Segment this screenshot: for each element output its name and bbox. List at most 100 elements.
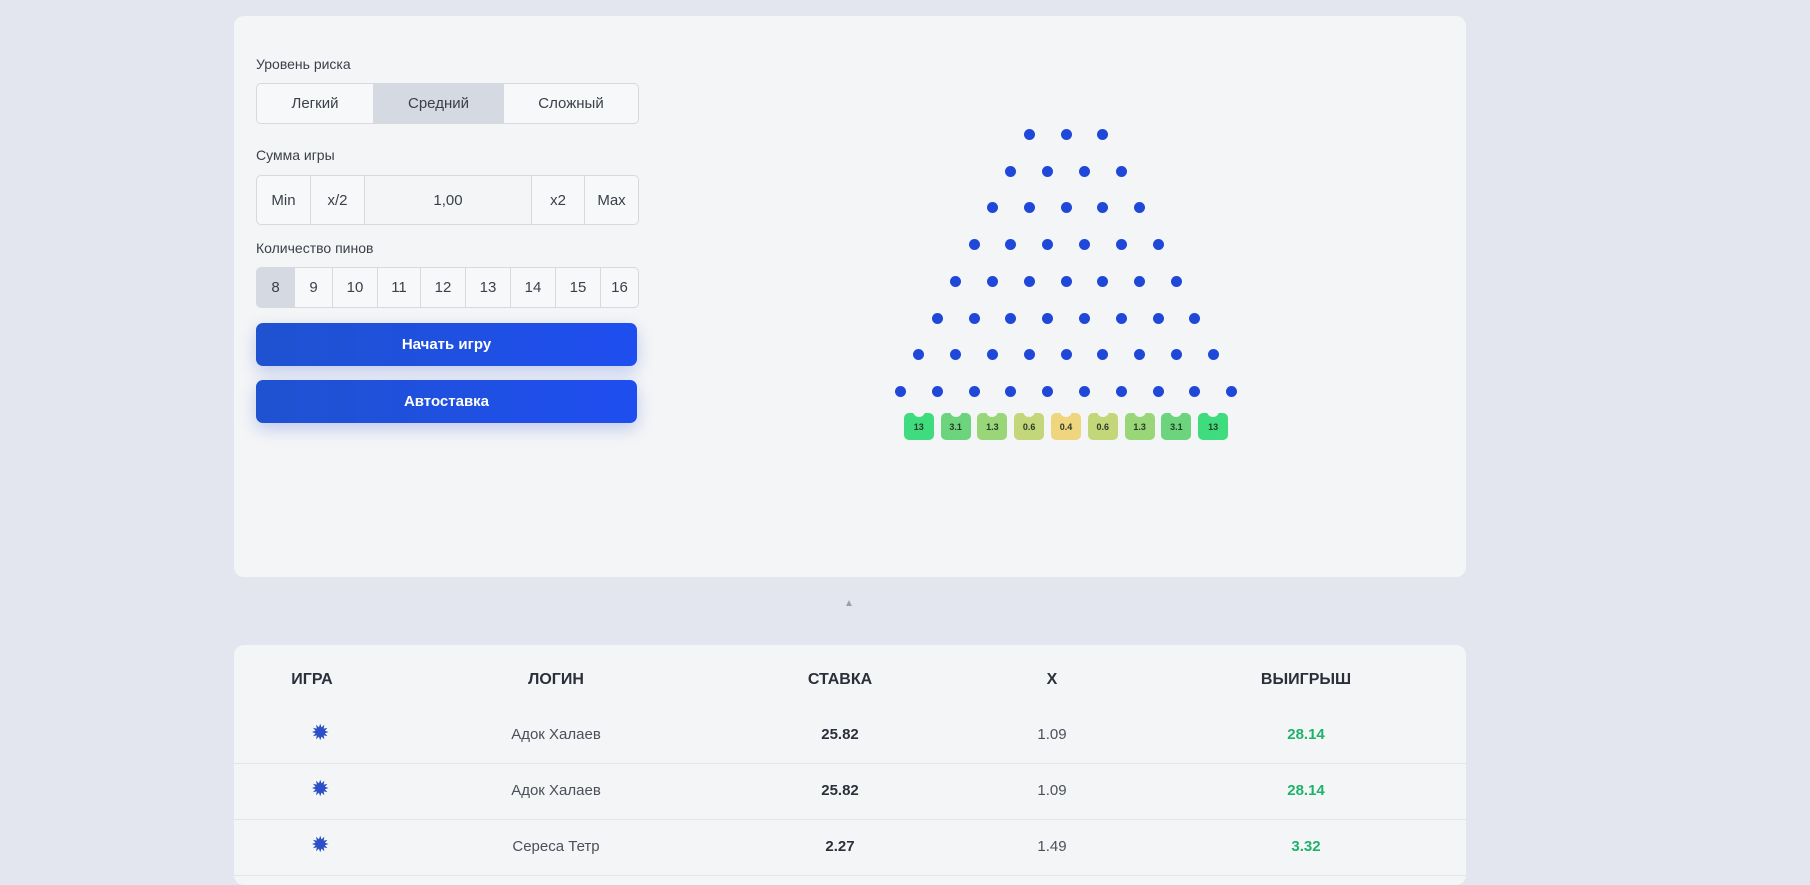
plinko-gear-icon: ✹ xyxy=(311,832,330,857)
pins-option-13[interactable]: 13 xyxy=(466,268,511,307)
pin xyxy=(1042,312,1054,324)
pins-option-15[interactable]: 15 xyxy=(556,268,601,307)
row-login: Адок Халаев xyxy=(511,782,601,799)
multiplier-slot: 0.4 xyxy=(1051,409,1081,440)
pin xyxy=(913,349,925,361)
pin xyxy=(968,312,980,324)
pins-option-10[interactable]: 10 xyxy=(333,268,378,307)
pin xyxy=(1097,349,1109,361)
header-game: ИГРА xyxy=(291,671,333,688)
row-bet: 2.27 xyxy=(825,838,855,855)
pins-option-14[interactable]: 14 xyxy=(511,268,556,307)
pin xyxy=(1170,349,1182,361)
amount-max-button[interactable]: Max xyxy=(597,191,626,209)
pins-option-9[interactable]: 9 xyxy=(295,268,333,307)
pin xyxy=(1005,385,1017,397)
pin xyxy=(1152,385,1164,397)
start-game-button[interactable]: Начать игру xyxy=(256,323,637,366)
pin xyxy=(1134,275,1146,287)
pins-option-16[interactable]: 16 xyxy=(611,279,628,296)
pin xyxy=(1060,202,1072,214)
header-bet: СТАВКА xyxy=(807,671,873,688)
row-win: 28.14 xyxy=(1287,726,1325,743)
multiplier-slot: 13 xyxy=(1198,409,1229,440)
pin xyxy=(1023,349,1035,361)
header-login: ЛОГИН xyxy=(528,671,584,688)
row-win: 28.14 xyxy=(1287,782,1325,799)
pin xyxy=(1005,312,1017,324)
row-x: 1.09 xyxy=(1037,726,1067,743)
pin xyxy=(968,385,980,397)
amount-control: Min x/2 1,00 x2 Max xyxy=(256,175,639,225)
pin xyxy=(986,202,998,214)
pin xyxy=(1226,385,1238,397)
multiplier-slot: 0.6 xyxy=(1087,409,1118,440)
pin xyxy=(1060,349,1072,361)
pin xyxy=(1115,165,1127,177)
pin xyxy=(1005,165,1017,177)
pin xyxy=(894,385,906,397)
pins-label: Количество пинов xyxy=(256,240,374,256)
pin xyxy=(1060,129,1072,140)
amount-half-button[interactable]: x/2 xyxy=(311,176,365,224)
row-login: Сереса Тетр xyxy=(512,838,600,855)
pin xyxy=(968,239,980,251)
row-login: Адок Халаев xyxy=(511,726,601,743)
pin xyxy=(1207,349,1219,361)
pin xyxy=(1152,312,1164,324)
pins-option-8[interactable]: 8 xyxy=(257,268,295,307)
risk-selector: Легкий Средний Сложный xyxy=(256,83,639,124)
pin xyxy=(950,275,962,287)
pin xyxy=(1042,385,1054,397)
amount-input[interactable]: 1,00 xyxy=(365,176,532,224)
row-x: 1.49 xyxy=(1037,838,1067,855)
row-bet: 25.82 xyxy=(821,726,859,743)
risk-label: Уровень риска xyxy=(256,56,351,72)
pin xyxy=(1115,312,1127,324)
pin xyxy=(1189,385,1201,397)
game-card: Уровень риска Легкий Средний Сложный Сум… xyxy=(234,16,1466,577)
pin xyxy=(1023,129,1035,140)
pin xyxy=(986,349,998,361)
pin xyxy=(931,385,943,397)
multiplier-slot: 1.3 xyxy=(977,409,1008,440)
pin xyxy=(1189,312,1201,324)
pin xyxy=(1042,239,1054,251)
multiplier-slot: 3.1 xyxy=(1161,409,1192,440)
pin xyxy=(1134,202,1146,214)
amount-label: Сумма игры xyxy=(256,147,335,163)
pin xyxy=(1134,349,1146,361)
pin xyxy=(1078,312,1090,324)
pins-option-12[interactable]: 12 xyxy=(421,268,466,307)
pin xyxy=(1078,385,1090,397)
amount-double-button[interactable]: x2 xyxy=(532,176,585,224)
plinko-gear-icon: ✹ xyxy=(311,720,330,745)
row-bet: 25.82 xyxy=(821,782,859,799)
row-win: 3.32 xyxy=(1291,838,1321,855)
collapse-arrow-icon[interactable]: ▲ xyxy=(844,598,854,609)
plinko-gear-icon: ✹ xyxy=(311,776,330,801)
pin xyxy=(931,312,943,324)
pin xyxy=(1023,202,1035,214)
pin xyxy=(1060,275,1072,287)
pins-option-11[interactable]: 11 xyxy=(378,268,421,307)
header-win: ВЫИГРЫШ xyxy=(1260,671,1352,688)
amount-min-button[interactable]: Min xyxy=(257,176,311,224)
table-row: ✹ Адок Халаев 25.82 1.09 28.14 xyxy=(234,763,1466,820)
risk-option-easy[interactable]: Легкий xyxy=(257,84,374,123)
autobet-button[interactable]: Автоставка xyxy=(256,380,637,423)
pin xyxy=(1115,239,1127,251)
pin xyxy=(1097,275,1109,287)
risk-option-medium[interactable]: Средний xyxy=(374,84,504,123)
multiplier-slot: 3.1 xyxy=(940,409,971,440)
risk-option-hard[interactable]: Сложный xyxy=(538,95,604,112)
pin xyxy=(1097,202,1109,214)
pin xyxy=(986,275,998,287)
history-table: ИГРА ЛОГИН СТАВКА X ВЫИГРЫШ ✹ Адок Халае… xyxy=(234,645,1466,885)
table-row: ✹ Адок Халаев 25.82 1.09 28.14 xyxy=(234,707,1466,764)
multiplier-slot: 13 xyxy=(903,409,934,440)
pin xyxy=(1005,239,1017,251)
pin xyxy=(1078,239,1090,251)
pin xyxy=(1152,239,1164,251)
header-x: X xyxy=(1046,671,1058,688)
